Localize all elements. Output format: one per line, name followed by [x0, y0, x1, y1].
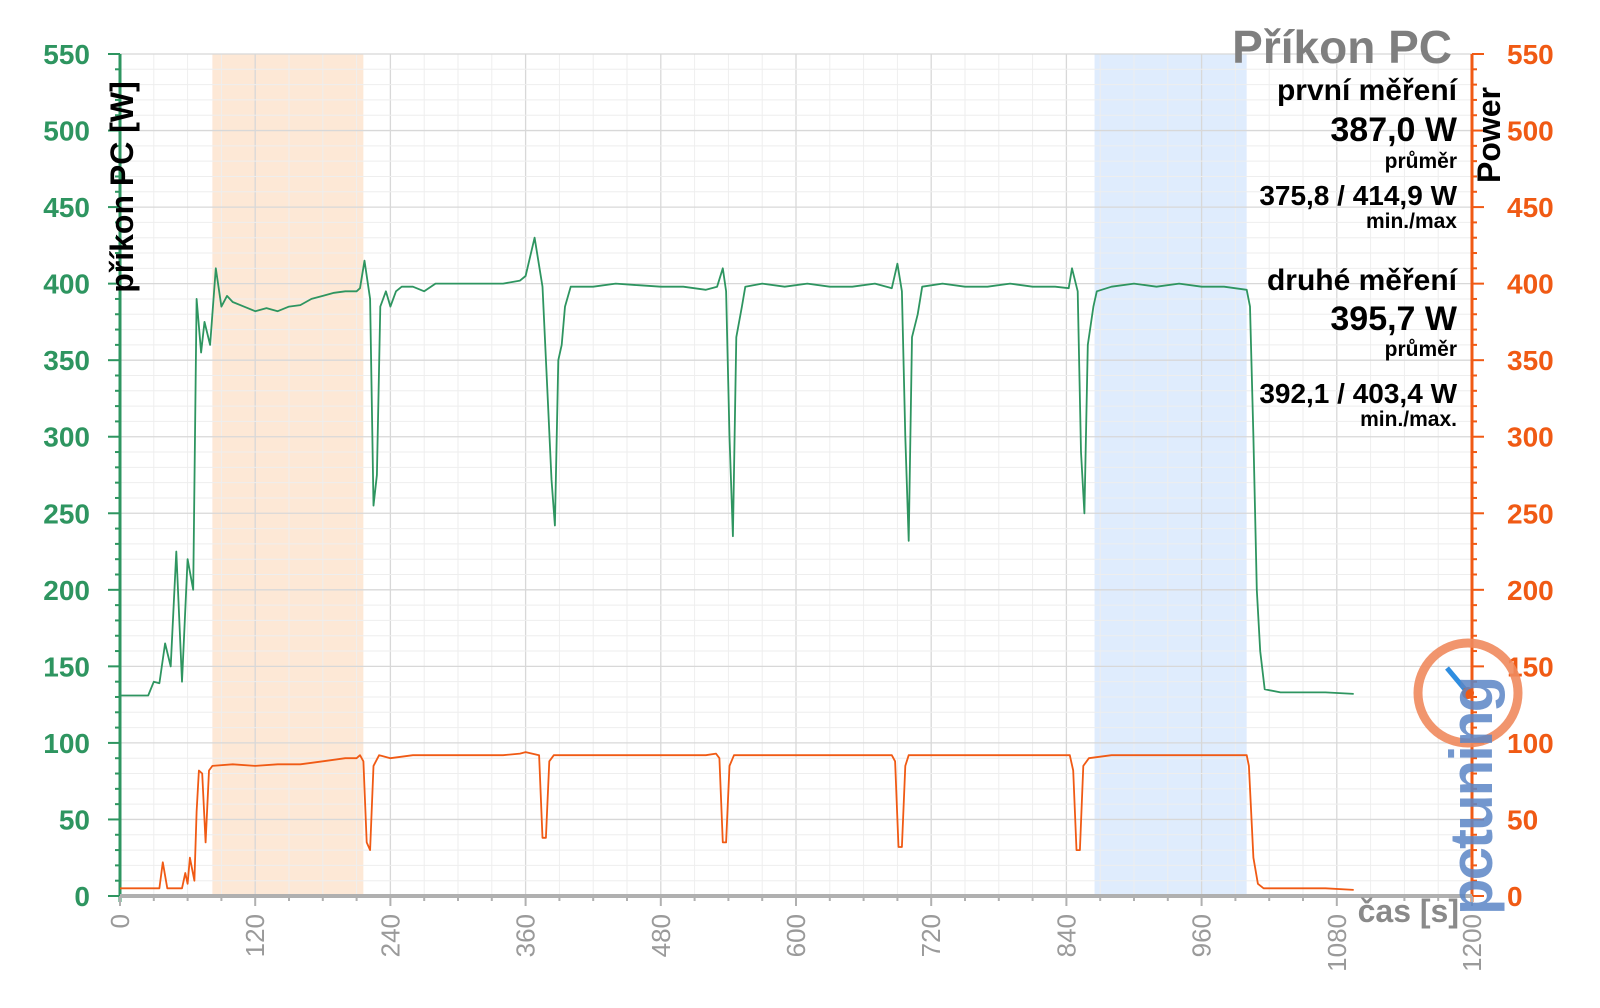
- y-tick-label-right: 250: [1507, 498, 1554, 529]
- logo-gauge: [1413, 638, 1523, 748]
- logo-hub: [1462, 687, 1474, 699]
- x-tick-label: 480: [646, 914, 676, 957]
- x-tick-label: 1200: [1457, 914, 1487, 972]
- first-measurement-minmax: 375,8 / 414,9 W: [1259, 180, 1457, 211]
- measurement-band-2: [1094, 54, 1247, 896]
- chart-series: [120, 236, 1354, 891]
- y-tick-label-left: 250: [43, 498, 90, 529]
- first-measurement-average-caption: průměr: [1385, 150, 1457, 173]
- y-tick-label-right: 350: [1507, 345, 1554, 376]
- y-axis-label-left: příkon PC [W]: [104, 81, 140, 293]
- x-tick-label: 120: [240, 914, 270, 957]
- y-tick-label-left: 350: [43, 345, 90, 376]
- first-measurement-label: první měření: [1277, 74, 1459, 107]
- y-tick-label-right: 200: [1507, 575, 1554, 606]
- series-line-power: [120, 751, 1354, 891]
- pctuning-logo: pctuning: [1413, 638, 1523, 915]
- first-measurement-minmax-caption: min./max: [1366, 210, 1457, 233]
- series-line-pc-power: [120, 236, 1354, 697]
- chart-axes: [108, 53, 1484, 906]
- x-axis-label: čas [s]: [1358, 893, 1459, 929]
- x-tick-label: 960: [1187, 914, 1217, 957]
- x-tick-label: 720: [916, 914, 946, 957]
- y-tick-label-right: 450: [1507, 192, 1554, 223]
- x-tick-label: 1080: [1322, 914, 1352, 972]
- y-axis-label-right: Power: [1471, 87, 1507, 183]
- y-tick-label-right: 500: [1507, 116, 1554, 147]
- y-tick-label-left: 500: [43, 116, 90, 147]
- measurement-band-1: [212, 54, 364, 896]
- y-tick-label-left: 550: [43, 39, 90, 70]
- x-tick-label: 840: [1051, 914, 1081, 957]
- y-tick-label-left: 0: [74, 881, 90, 912]
- x-tick-label: 360: [511, 914, 541, 957]
- first-measurement-average: 387,0 W: [1330, 111, 1458, 149]
- x-tick-label: 0: [105, 914, 135, 928]
- y-tick-label-right: 50: [1507, 804, 1538, 835]
- measurement-legend: první měření 387,0 W průměr 375,8 / 414,…: [1259, 74, 1458, 431]
- y-tick-label-left: 300: [43, 422, 90, 453]
- second-measurement-minmax: 392,1 / 403,4 W: [1259, 378, 1457, 409]
- y-tick-label-right: 300: [1507, 422, 1554, 453]
- y-tick-label-right: 400: [1507, 269, 1554, 300]
- measurement-bands: [212, 54, 1247, 896]
- y-tick-label-left: 150: [43, 651, 90, 682]
- second-measurement-average-caption: průměr: [1385, 338, 1457, 361]
- y-tick-label-left: 450: [43, 192, 90, 223]
- y-tick-label-left: 100: [43, 728, 90, 759]
- chart-title: Příkon PC: [1232, 21, 1452, 73]
- second-measurement-label: druhé měření: [1267, 264, 1459, 297]
- x-tick-label: 240: [375, 914, 405, 957]
- second-measurement-average: 395,7 W: [1330, 300, 1458, 338]
- y-tick-label-right: 0: [1507, 881, 1523, 912]
- y-tick-label-right: 550: [1507, 39, 1554, 70]
- logo-text: pctuning: [1438, 678, 1505, 915]
- y-tick-label-left: 200: [43, 575, 90, 606]
- y-tick-label-left: 400: [43, 269, 90, 300]
- x-tick-label: 600: [781, 914, 811, 957]
- second-measurement-minmax-caption: min./max.: [1360, 408, 1457, 431]
- y-tick-label-left: 50: [59, 804, 90, 835]
- y-tick-label-right: 100: [1507, 728, 1554, 759]
